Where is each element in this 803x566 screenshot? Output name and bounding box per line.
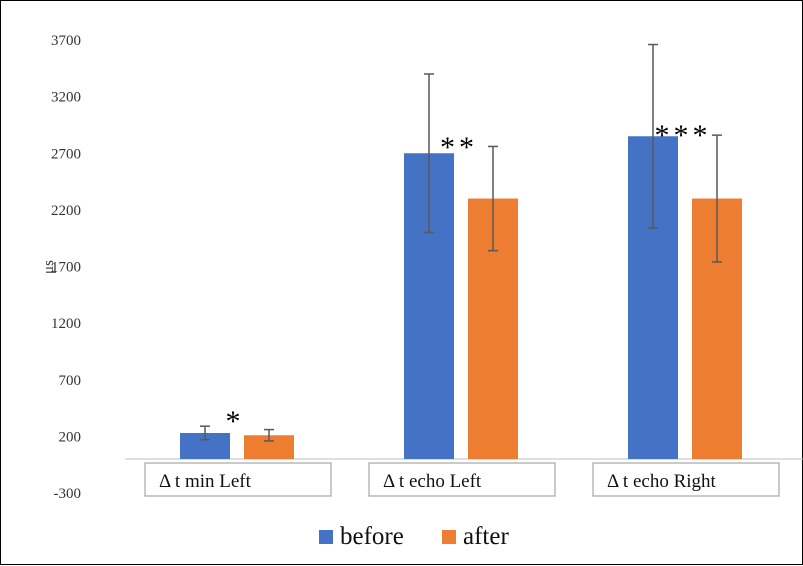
y-axis-label: μs — [41, 260, 57, 274]
x-tick-label: Δ t echo Right — [607, 471, 717, 492]
legend-swatch-before — [319, 530, 333, 544]
error-bar-before-1 — [200, 425, 210, 441]
x-tick-label: Δ t min Left — [159, 471, 252, 492]
error-bar-before-2 — [424, 73, 434, 234]
y-tick-label: 3200 — [51, 90, 81, 106]
y-tick-label: -300 — [54, 486, 82, 502]
y-tick-label: 700 — [59, 373, 82, 389]
category-labels: Δ t min Left Δ t echo Left Δ t echo Right — [144, 462, 780, 497]
category-box — [144, 462, 332, 497]
category-box — [592, 462, 780, 497]
y-tick-label: 1200 — [51, 316, 81, 332]
y-tick-label: 2200 — [51, 203, 81, 219]
error-bar-after-3 — [712, 134, 722, 263]
error-bar-after-2 — [488, 145, 498, 252]
significance-annotation: ** — [440, 131, 478, 164]
legend-label-before: before — [340, 523, 404, 550]
significance-annotation: * — [226, 405, 245, 438]
y-tick-label: 200 — [59, 429, 82, 445]
y-tick-label: 3700 — [51, 33, 81, 49]
error-bar-after-1 — [264, 428, 274, 442]
y-axis-ticks: -300 200 700 1200 1700 2200 2700 3200 3700 — [51, 33, 81, 502]
legend-swatch-after — [442, 530, 456, 544]
x-tick-label: Δ t echo Left — [383, 471, 482, 492]
y-tick-label: 1700 — [51, 260, 81, 276]
legend: before after — [319, 523, 509, 550]
y-tick-label: 2700 — [51, 146, 81, 162]
category-box — [368, 462, 556, 497]
bar-after-1 — [244, 435, 294, 460]
error-bar-before-3 — [648, 43, 658, 229]
bars-group: *** *** — [180, 43, 742, 460]
legend-label-after: after — [463, 523, 509, 550]
significance-annotation: *** — [655, 119, 712, 152]
